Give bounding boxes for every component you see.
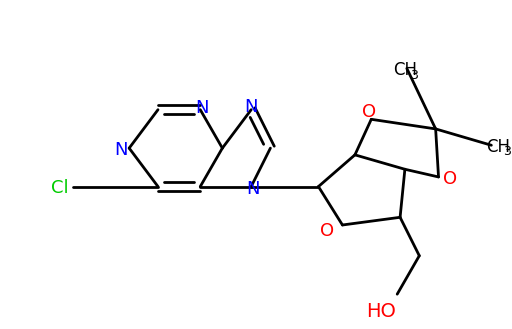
Text: N: N <box>246 180 260 198</box>
Text: O: O <box>320 222 334 240</box>
Text: N: N <box>244 98 258 116</box>
Text: Cl: Cl <box>51 180 69 197</box>
Text: O: O <box>443 170 457 188</box>
Text: CH: CH <box>393 61 417 79</box>
Text: HO: HO <box>366 302 396 321</box>
Text: 3: 3 <box>503 145 511 159</box>
Text: N: N <box>196 99 209 117</box>
Text: CH: CH <box>486 138 510 156</box>
Text: O: O <box>362 103 376 121</box>
Text: N: N <box>115 141 128 159</box>
Text: 3: 3 <box>410 69 418 82</box>
